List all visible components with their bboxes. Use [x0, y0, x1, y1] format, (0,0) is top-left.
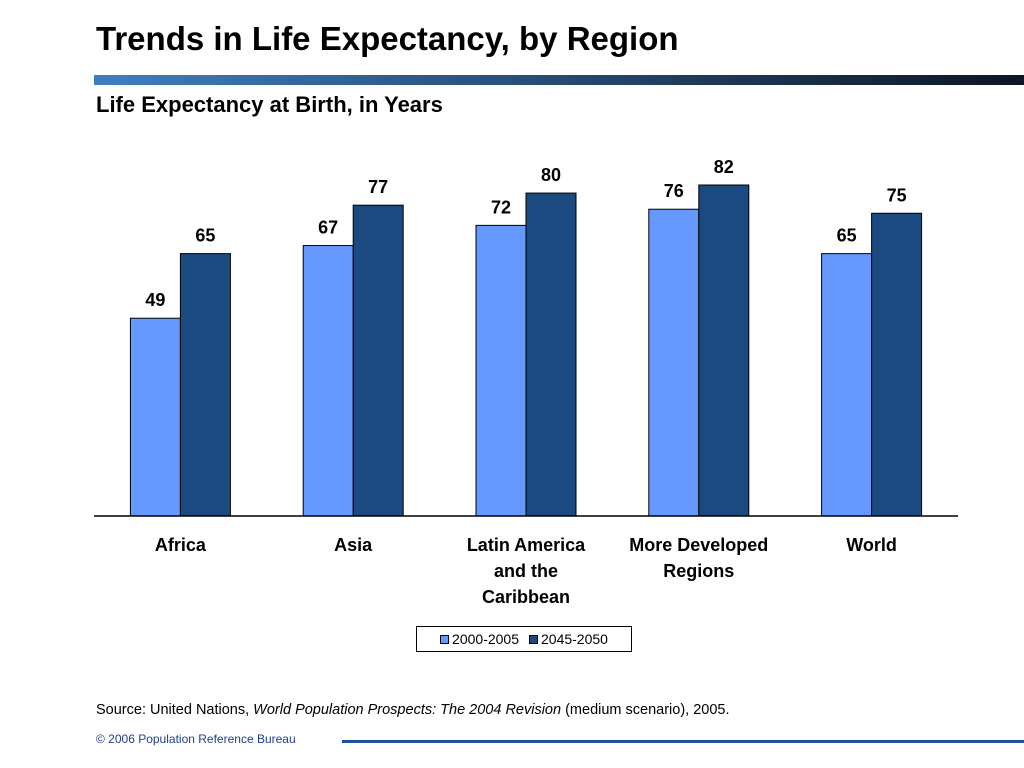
data-label: 65: [837, 226, 857, 246]
data-label: 49: [145, 290, 165, 310]
legend-item-2045-2050: 2045-2050: [529, 631, 608, 647]
data-label: 72: [491, 197, 511, 217]
category-label-line: Africa: [154, 535, 206, 555]
data-label: 76: [664, 181, 684, 201]
bar-2045-2050: [352, 204, 404, 517]
copyright-footer: © 2006 Population Reference Bureau: [96, 732, 296, 746]
bar-2000-2005: [302, 245, 354, 517]
data-label: 65: [195, 226, 215, 246]
category-label: Africa: [90, 532, 270, 558]
bar-2045-2050: [525, 192, 577, 517]
category-label-line: Caribbean: [481, 587, 571, 607]
source-note: Source: United Nations, World Population…: [96, 702, 730, 718]
bar-2000-2005: [475, 224, 527, 517]
bar-2000-2005: [129, 317, 181, 517]
bar-2045-2050: [871, 212, 923, 517]
bar-2045-2050: [179, 253, 231, 517]
category-label: World: [782, 532, 962, 558]
data-label: 80: [541, 165, 561, 185]
page-title: Trends in Life Expectancy, by Region: [96, 20, 679, 57]
legend-swatch-2000-2005: [440, 634, 450, 644]
legend-label: 2045-2050: [541, 631, 608, 647]
title-rule: [94, 75, 1024, 85]
legend-label: 2000-2005: [452, 631, 519, 647]
bar-2000-2005: [821, 253, 873, 517]
category-label-line: and the: [493, 561, 558, 581]
legend-item-2000-2005: 2000-2005: [440, 631, 519, 647]
bar-chart: 49 65 67 77 72 80 76 82 65 75: [94, 157, 958, 517]
category-label: More Developed Regions: [609, 532, 789, 584]
data-label: 77: [368, 177, 388, 197]
chart-title: Life Expectancy at Birth, in Years: [96, 92, 443, 117]
source-title: World Population Prospects: The 2004 Rev…: [253, 702, 562, 718]
data-label: 82: [714, 157, 734, 177]
category-label-line: Latin America: [466, 535, 586, 555]
category-label: Latin America and the Caribbean: [436, 532, 616, 610]
source-suffix: (medium scenario), 2005.: [565, 702, 730, 718]
category-label: Asia: [263, 532, 443, 558]
bar-2000-2005: [648, 208, 700, 517]
category-label-line: World: [846, 535, 897, 555]
category-label-line: Asia: [334, 535, 373, 555]
legend-swatch-2045-2050: [529, 634, 538, 644]
data-label: 67: [318, 218, 338, 238]
legend: 2000-2005 2045-2050: [416, 626, 632, 652]
category-label-line: Regions: [663, 561, 735, 581]
category-label-line: More Developed: [629, 535, 769, 555]
footer-rule: [342, 740, 1024, 743]
source-prefix: Source: United Nations,: [96, 702, 250, 718]
data-label: 75: [887, 185, 907, 205]
bar-2045-2050: [698, 184, 750, 517]
